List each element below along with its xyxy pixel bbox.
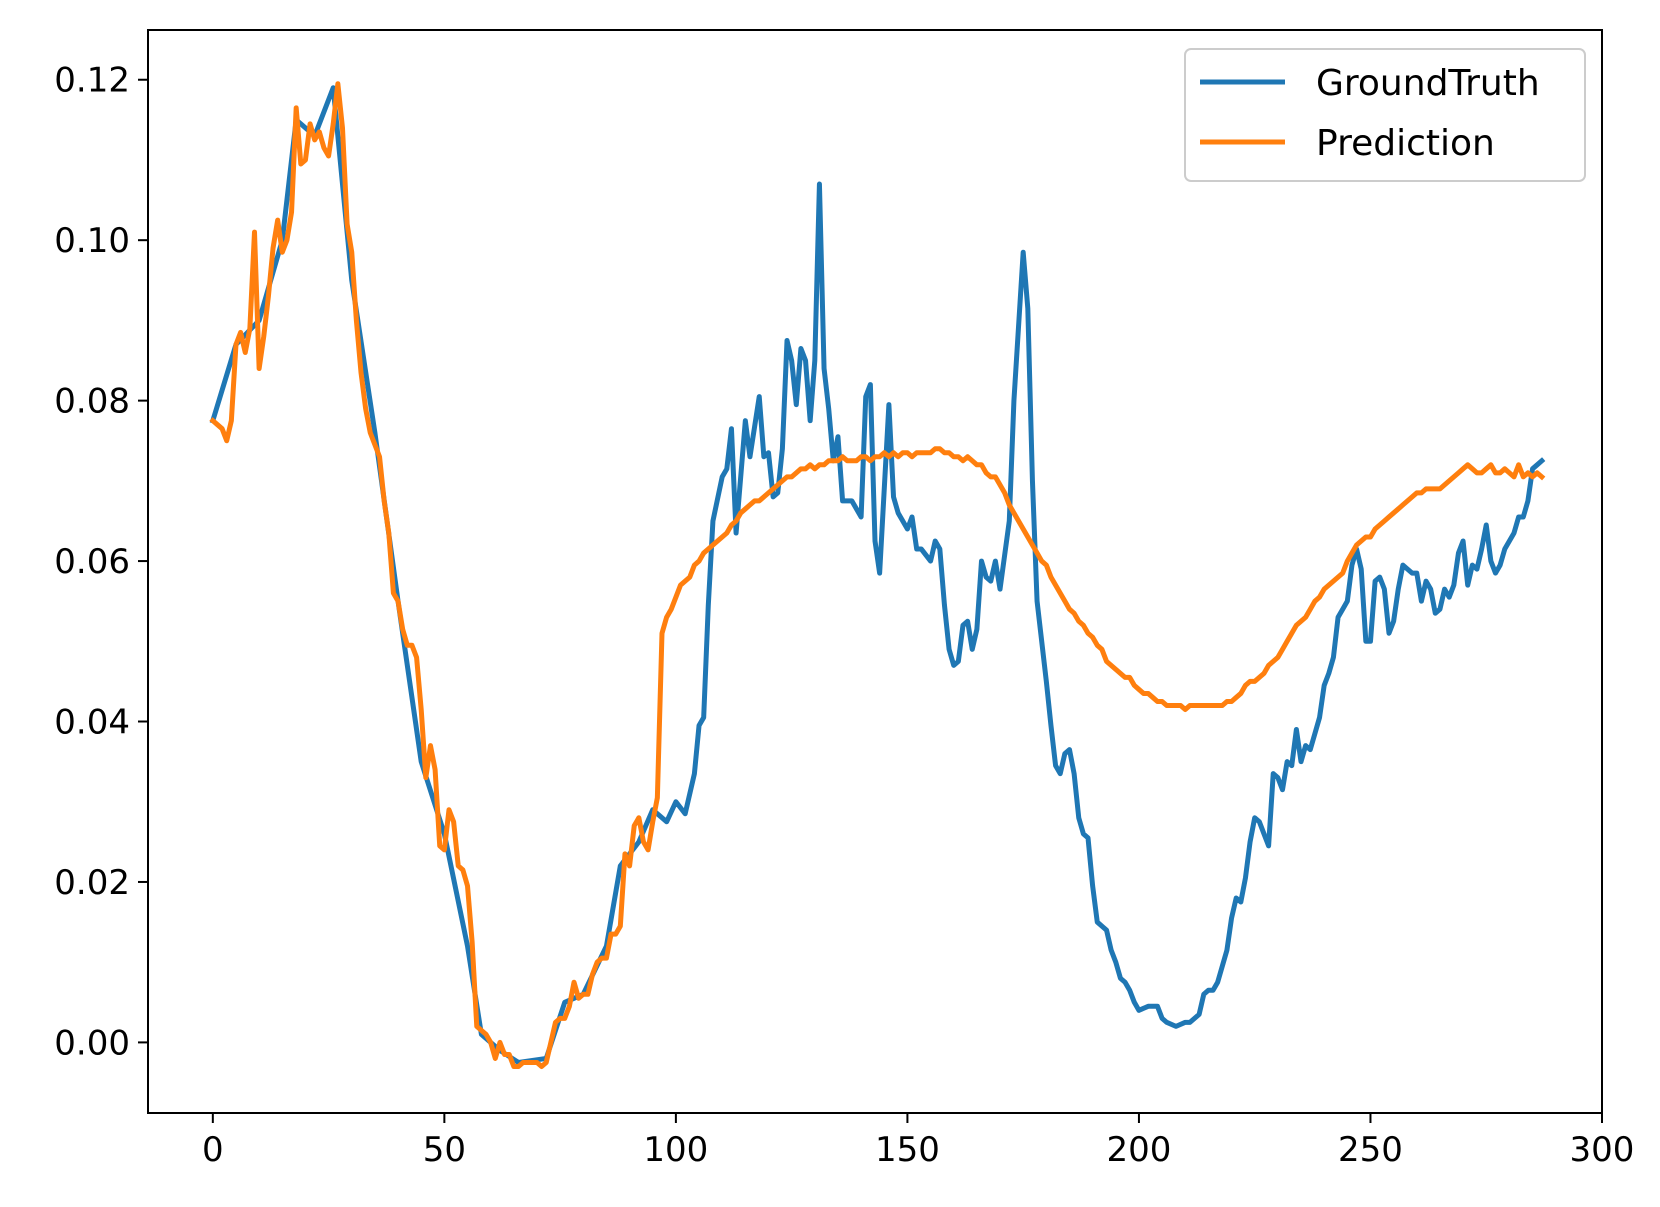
series-line-groundtruth: [209, 85, 1546, 1065]
y-tick-label: 0.04: [54, 703, 130, 743]
x-tick-label: 0: [202, 1130, 224, 1170]
x-tick-label: 100: [643, 1130, 708, 1170]
axes-layer: 0 50 100 150 200 250 300 0.00 0.02 0.04 0.06 0.08 0.…: [54, 29, 1635, 1170]
x-tick-label: 300: [1570, 1130, 1635, 1170]
x-tick-label: 200: [1106, 1130, 1171, 1170]
y-tick-label: 0.02: [54, 863, 130, 903]
x-tick-label: 250: [1338, 1130, 1403, 1170]
y-tick-label: 0.00: [54, 1023, 130, 1063]
plot-frame: [147, 29, 1603, 1114]
y-tick-label: 0.10: [54, 221, 130, 261]
y-tick-label: 0.06: [54, 542, 130, 582]
x-tick-label: 50: [423, 1130, 466, 1170]
series-line-prediction: [209, 81, 1546, 1069]
y-tick-label: 0.08: [54, 382, 130, 422]
legend-label-prediction: Prediction: [1316, 123, 1495, 164]
y-tick-label: 0.12: [54, 61, 130, 101]
series-layer: [209, 81, 1546, 1069]
legend: GroundTruth Prediction: [1184, 48, 1586, 182]
x-tick-label: 150: [875, 1130, 940, 1170]
legend-label-groundtruth: GroundTruth: [1316, 63, 1540, 104]
